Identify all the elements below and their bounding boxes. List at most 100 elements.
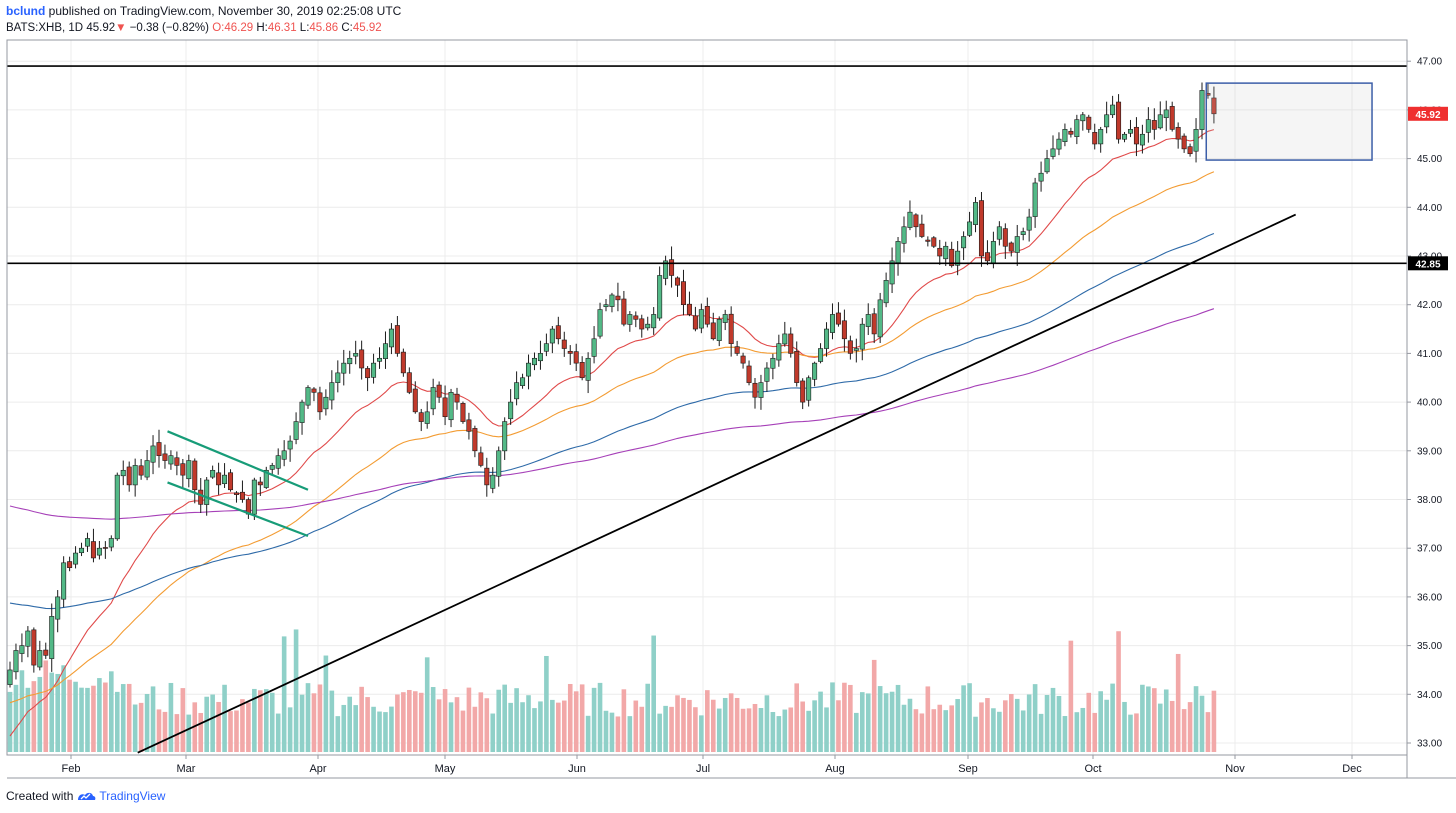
volume-bar	[126, 683, 132, 752]
candle-body	[162, 453, 168, 461]
volume-bar	[1104, 699, 1109, 752]
volume-bar	[1146, 686, 1151, 752]
volume-bar	[949, 705, 954, 752]
volume-bar	[228, 711, 233, 752]
candle-body	[1175, 126, 1181, 140]
volume-bar	[609, 712, 615, 752]
ema50-line	[9, 171, 1215, 704]
candle-body	[514, 382, 520, 400]
candle-body	[305, 387, 311, 406]
candle-body	[114, 474, 120, 540]
candle-body	[1110, 104, 1116, 116]
volume-bar	[597, 682, 603, 752]
volume-bar	[508, 702, 513, 752]
candle-body	[603, 304, 609, 308]
volume-bar	[925, 686, 931, 752]
volume-bar	[573, 691, 579, 752]
y-tick-label: 34.00	[1417, 690, 1442, 701]
publish-line: bclund published on TradingView.com, Nov…	[6, 3, 906, 20]
volume-bar	[603, 710, 609, 752]
candle-body	[150, 445, 156, 463]
candle-body	[955, 250, 961, 266]
candle-body	[222, 474, 228, 485]
last-price-tag: 45.92	[1415, 110, 1440, 121]
volume-bar	[675, 695, 680, 752]
candle-body	[31, 629, 37, 666]
volume-bar	[1163, 689, 1169, 752]
volume-bar	[728, 693, 734, 752]
volume-bar	[657, 713, 662, 752]
candle-body	[788, 333, 794, 354]
volume-bar	[538, 701, 543, 752]
candle-body	[543, 343, 549, 352]
author-name[interactable]: bclund	[6, 4, 46, 18]
candle-body	[251, 479, 257, 515]
volume-bar	[293, 629, 299, 752]
candles	[7, 82, 1217, 688]
volume-bar	[734, 697, 740, 752]
last-price: 45.92	[86, 22, 116, 34]
volume-bar	[1062, 716, 1068, 752]
drawings	[7, 65, 1407, 754]
volume-bar	[1074, 712, 1080, 752]
candle-body	[329, 382, 335, 401]
volume-bar	[407, 689, 412, 752]
candle-body	[37, 650, 43, 668]
volume-bar	[991, 708, 996, 752]
channel-line	[167, 481, 309, 538]
support-level-tag: 42.85	[1415, 259, 1440, 270]
channel-line	[167, 430, 309, 491]
volume-bar	[311, 693, 317, 752]
volume-bar	[865, 693, 871, 752]
candle-body	[61, 562, 67, 600]
candle-body	[55, 596, 61, 620]
volume-bar	[526, 695, 531, 752]
volume-bar	[377, 711, 382, 752]
volume-bar	[1086, 692, 1092, 752]
close-value: 45.92	[352, 22, 382, 34]
candle-body	[382, 343, 388, 359]
volume-bars	[7, 629, 1217, 752]
volume-bar	[79, 687, 84, 752]
volume-bar	[162, 711, 168, 752]
volume-bar	[216, 701, 221, 752]
candle-body	[1008, 242, 1014, 252]
candle-body	[806, 377, 812, 401]
volume-bar	[669, 706, 674, 752]
volume-bar	[1140, 684, 1145, 752]
volume-bar	[496, 689, 502, 752]
volume-bar	[699, 715, 704, 752]
candle-body	[1169, 106, 1175, 130]
volume-bar	[1187, 702, 1193, 752]
candle-body	[531, 357, 537, 366]
candle-body	[1044, 158, 1050, 173]
volume-bar	[335, 716, 341, 752]
volume-bar	[752, 703, 758, 752]
volume-bar	[1157, 703, 1163, 752]
low-label: L:	[299, 22, 310, 34]
volume-bar	[788, 707, 794, 752]
candle-body	[454, 393, 460, 403]
trendline	[137, 213, 1297, 754]
footer: Created with TradingView	[6, 789, 165, 803]
volume-bar	[1152, 688, 1157, 752]
volume-bar	[579, 684, 585, 752]
candle-body	[180, 463, 186, 476]
tradingview-brand[interactable]: TradingView	[99, 789, 166, 803]
candle-body	[800, 380, 806, 403]
volume-bar	[532, 708, 537, 752]
low-value: 45.86	[309, 22, 339, 34]
candle-body	[108, 538, 114, 548]
candle-body	[758, 382, 764, 398]
volume-bar	[418, 692, 424, 752]
volume-bar	[371, 706, 376, 752]
volume-bar	[186, 714, 192, 752]
candle-body	[621, 298, 627, 325]
volume-bar	[812, 700, 817, 752]
candle-body	[877, 299, 883, 338]
candle-body	[555, 325, 561, 340]
candle-body	[949, 248, 955, 267]
volume-bar	[210, 694, 215, 752]
candle-body	[537, 353, 543, 362]
